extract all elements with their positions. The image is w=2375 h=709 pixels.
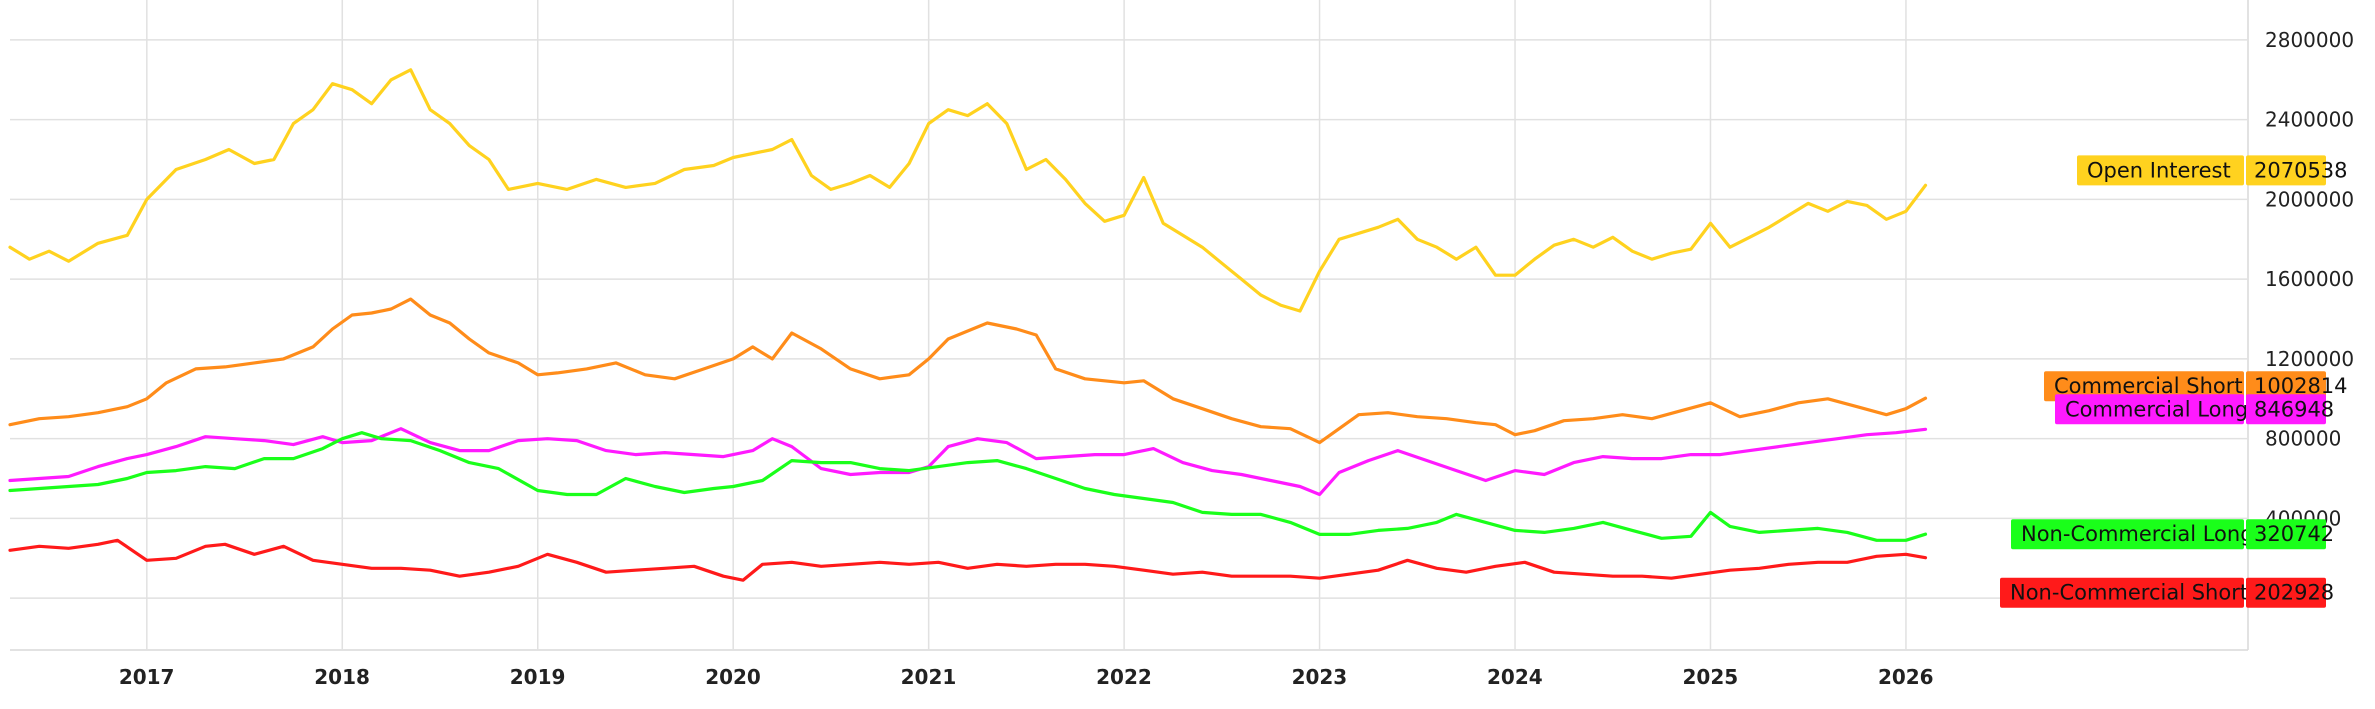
y-tick-label: 1600000 (2265, 267, 2354, 291)
x-tick-label: 2023 (1292, 665, 1348, 689)
series-name-tag: Open Interest (2087, 158, 2231, 182)
grid (10, 0, 2249, 651)
series-value-tag: 320742 (2254, 522, 2334, 546)
y-tick-label: 2800000 (2265, 28, 2354, 52)
series-value-tags: Open Interest 2070538 Commercial Short 1002… (2000, 155, 2348, 608)
x-tick-label: 2018 (314, 665, 370, 689)
series-value-tag-bg (2246, 577, 2326, 608)
series-lines (8, 68, 1928, 582)
series-name-tag-bg (2011, 519, 2244, 550)
series-name-tag-bg (2077, 155, 2244, 186)
x-tick-label: 2021 (901, 665, 957, 689)
y-tick-label: 2000000 (2265, 187, 2354, 211)
y-tick-label: 800000 (2265, 427, 2341, 451)
x-tick-label: 2026 (1878, 665, 1934, 689)
value-tag-commercial-long: Commercial Long 846948 (2055, 394, 2334, 425)
series-value-tag: 1002814 (2254, 374, 2348, 398)
series-value-tag: 2070538 (2254, 158, 2348, 182)
series-line-commercial-short (8, 297, 1928, 445)
x-tick-label: 2022 (1096, 665, 1152, 689)
x-tick-label: 2020 (705, 665, 761, 689)
series-name-tag-bg (2044, 371, 2244, 402)
axes: 0400000800000120000016000002000000240000… (119, 28, 2354, 689)
x-tick-label: 2017 (119, 665, 175, 689)
series-value-tag: 202928 (2254, 581, 2334, 605)
series-line-non-commercial-short (8, 538, 1928, 582)
y-tick-label: 2400000 (2265, 108, 2354, 132)
x-tick-label: 2024 (1487, 665, 1543, 689)
value-tag-non-commercial-long: Non-Commercial Long 320742 (2011, 519, 2334, 550)
series-line-commercial-long (8, 427, 1928, 497)
value-tag-open-interest: Open Interest 2070538 (2077, 155, 2348, 186)
series-name-tag-bg (2055, 394, 2244, 425)
series-value-tag-bg (2246, 519, 2326, 550)
series-name-tag: Commercial Short (2054, 374, 2243, 398)
series-value-tag-bg (2246, 371, 2326, 402)
x-tick-label: 2019 (510, 665, 566, 689)
y-tick-label: 1200000 (2265, 347, 2354, 371)
series-name-tag: Commercial Long (2065, 397, 2248, 421)
series-value-tag-bg (2246, 155, 2326, 186)
series-name-tag: Non-Commercial Long (2021, 522, 2254, 546)
series-name-tag-bg (2000, 577, 2244, 608)
x-tick-label: 2025 (1682, 665, 1738, 689)
series-value-tag-bg (2246, 394, 2326, 425)
series-name-tag: Non-Commercial Short (2010, 581, 2248, 605)
value-tag-commercial-short: Commercial Short 1002814 (2044, 371, 2348, 402)
value-tag-non-commercial-short: Non-Commercial Short 202928 (2000, 577, 2334, 608)
series-value-tag: 846948 (2254, 397, 2334, 421)
series-line-non-commercial-long (8, 431, 1928, 542)
series-line-open-interest (8, 68, 1928, 313)
